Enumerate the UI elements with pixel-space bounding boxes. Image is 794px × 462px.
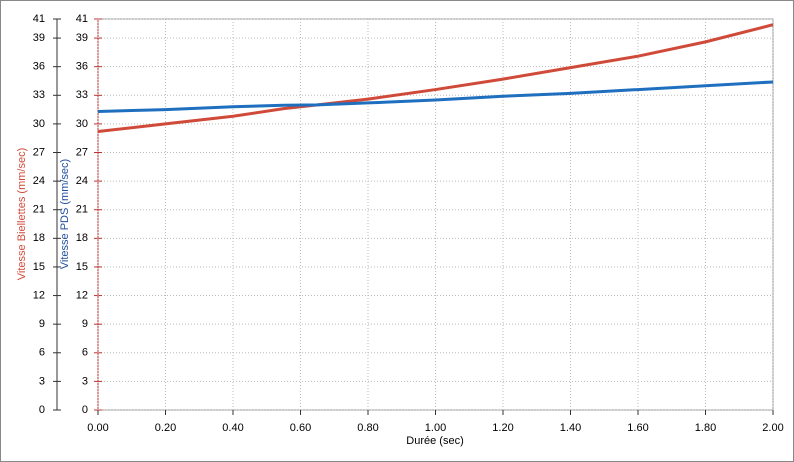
y-tick-label: 15 — [33, 261, 45, 273]
y2-tick-label: 12 — [76, 289, 88, 301]
y-tick-label: 12 — [33, 289, 45, 301]
y-tick-label: 27 — [33, 146, 45, 158]
y-tick-label: 9 — [39, 318, 45, 330]
x-tick-label: 1.80 — [695, 422, 716, 434]
x-tick-label: 1.20 — [492, 422, 513, 434]
y2-tick-label: 0 — [82, 404, 88, 416]
y2-tick-label: 41 — [76, 13, 88, 25]
x-tick-label: 0.40 — [222, 422, 243, 434]
series-line — [97, 80, 774, 114]
x-tick-label: 1.60 — [627, 422, 648, 434]
y2-tick-label: 21 — [76, 204, 88, 216]
y-tick-label: 36 — [33, 61, 45, 73]
x-tick-label: 0.20 — [155, 422, 176, 434]
y-tick-label: 6 — [39, 347, 45, 359]
y2-tick-label: 33 — [76, 89, 88, 101]
y2-tick-label: 36 — [76, 61, 88, 73]
x-tick-label: 1.00 — [425, 422, 446, 434]
y-tick-label: 39 — [33, 32, 45, 44]
y-tick-label: 18 — [33, 232, 45, 244]
y-tick-label: 41 — [33, 13, 45, 25]
y2-tick-label: 27 — [76, 146, 88, 158]
y-tick-label: 21 — [33, 204, 45, 216]
y2-tick-label: 15 — [76, 261, 88, 273]
y2-tick-label: 6 — [82, 347, 88, 359]
y-tick-label: 0 — [39, 404, 45, 416]
y2-tick-label: 9 — [82, 318, 88, 330]
y-axis-label: Vitesse Biellettes (mm/sec) — [16, 148, 28, 280]
y2-tick-label: 18 — [76, 232, 88, 244]
x-tick-label: 1.40 — [560, 422, 581, 434]
y2-tick-label: 39 — [76, 32, 88, 44]
y2-axis-label: Vitesse PDS (mm/sec) — [59, 159, 71, 269]
x-tick-label: 0.00 — [87, 422, 108, 434]
y-tick-label: 3 — [39, 375, 45, 387]
series-line — [97, 23, 774, 134]
x-axis-label: Durée (sec) — [406, 435, 463, 447]
y2-tick-label: 30 — [76, 118, 88, 130]
y2-tick-label: 24 — [76, 175, 88, 187]
x-tick-label: 2.00 — [762, 422, 783, 434]
x-tick-label: 0.80 — [357, 422, 378, 434]
x-tick-label: 0.60 — [290, 422, 311, 434]
y-tick-label: 24 — [33, 175, 45, 187]
y-tick-label: 30 — [33, 118, 45, 130]
y2-tick-label: 3 — [82, 375, 88, 387]
y-tick-label: 33 — [33, 89, 45, 101]
